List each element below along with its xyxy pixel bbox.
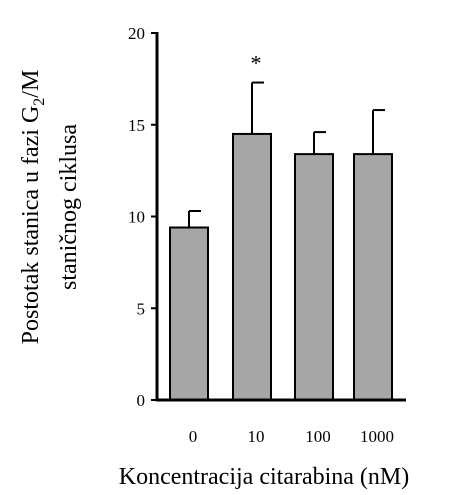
y-tick-label: 5 — [137, 299, 146, 318]
y-axis-title-line2: staničnog ciklusa — [56, 124, 82, 290]
bar — [353, 153, 393, 401]
y-tick-label: 15 — [128, 116, 145, 135]
y-axis-title-prefix: Postotak stanica u fazi G — [18, 106, 44, 345]
significance-group: * — [251, 51, 262, 76]
y-axis-title-subscript: 2 — [31, 98, 48, 106]
bar — [169, 226, 209, 401]
x-tick-label: 10 — [248, 427, 265, 446]
x-axis-title: Koncentracija citarabina (nM) — [119, 464, 410, 490]
bars-group — [169, 132, 393, 402]
x-ticks-group: 0 10 100 1000 — [189, 427, 394, 446]
y-tick-label: 10 — [128, 208, 145, 227]
bar — [294, 153, 334, 401]
error-bars-group — [188, 81, 385, 228]
significance-marker: * — [251, 51, 262, 76]
y-axis-title-suffix: /M — [18, 70, 44, 98]
bar — [232, 132, 272, 402]
x-tick-label: 0 — [189, 427, 198, 446]
x-tick-label: 100 — [305, 427, 331, 446]
y-tick-label: 20 — [128, 24, 145, 43]
y-tick-label: 0 — [137, 391, 146, 410]
y-ticks-group: 0 5 10 15 20 — [128, 24, 157, 410]
x-tick-label: 1000 — [360, 427, 394, 446]
y-axis-title-line1: Postotak stanica u fazi G2/M — [18, 70, 48, 345]
